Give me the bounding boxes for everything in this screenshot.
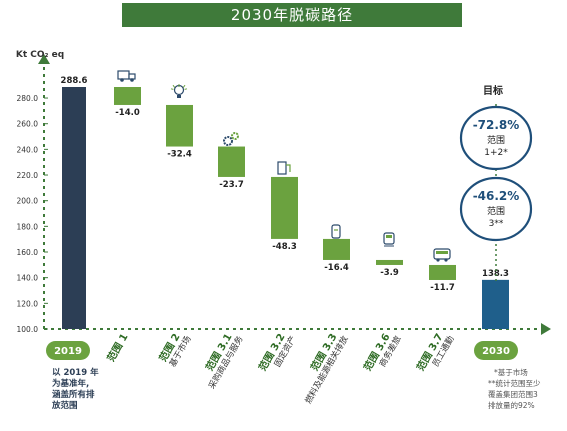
endpoint-year: 2030 — [482, 346, 510, 357]
baseline-year-pill — [46, 341, 90, 360]
gas-tank-icon — [331, 224, 341, 239]
baseline-note: 为基准年, — [52, 378, 89, 389]
target-oval — [459, 105, 533, 171]
y-tick-label: 160.0 — [17, 248, 39, 257]
bar — [114, 87, 141, 105]
data-label: -48.3 — [272, 242, 297, 252]
truck-icon — [117, 70, 136, 82]
target-oval — [459, 176, 533, 242]
footnote-line: *基于市场 — [494, 367, 528, 377]
bar — [429, 264, 456, 280]
y-tick-label: 100.0 — [17, 325, 39, 334]
baseline-year: 2019 — [54, 346, 82, 357]
bar — [376, 259, 403, 265]
data-label: 288.6 — [61, 76, 88, 86]
footnote-line: 覆盖集团范围3 — [488, 389, 538, 399]
fuel-pump-icon — [277, 161, 291, 175]
data-label: -3.9 — [380, 268, 399, 278]
lightbulb-icon — [170, 84, 188, 98]
y-tick-label: 180.0 — [17, 222, 39, 231]
y-tick-label: 260.0 — [17, 120, 39, 129]
gears-icon — [223, 132, 239, 146]
target-percent: -72.8% — [473, 118, 520, 132]
data-label: -14.0 — [115, 108, 140, 118]
train-icon — [383, 232, 395, 247]
x-axis-arrow — [541, 323, 551, 335]
baseline-note: 涵盖所有排 — [52, 389, 95, 400]
y-tick-label: 280.0 — [17, 94, 39, 103]
target-label: 目标 — [483, 84, 503, 97]
category-label: 范围 1 — [104, 331, 130, 364]
endpoint-year-pill — [474, 341, 518, 360]
data-label: -23.7 — [219, 180, 244, 190]
y-tick-label: 120.0 — [17, 299, 39, 308]
y-tick-label: 200.0 — [17, 197, 39, 206]
data-label: -16.4 — [324, 263, 349, 273]
footnote-line: 排放量的92% — [488, 400, 535, 410]
baseline-note: 放范围 — [51, 400, 78, 411]
data-label: -32.4 — [167, 150, 192, 160]
target-scope-value: 1+2* — [484, 148, 508, 158]
target-scope-label: 范围 — [487, 205, 505, 217]
bar — [166, 104, 193, 147]
data-label: -11.7 — [430, 283, 455, 293]
bar — [482, 279, 509, 329]
target-percent: -46.2% — [473, 189, 520, 203]
y-tick-label: 140.0 — [17, 274, 39, 283]
baseline-note: 以 2019 年 — [52, 367, 99, 378]
y-axis-arrow — [38, 54, 50, 64]
y-axis-unit: Kt CO₂ eq — [16, 50, 64, 60]
bar — [271, 176, 298, 239]
y-tick-label: 240.0 — [17, 145, 39, 154]
y-tick-label: 220.0 — [17, 171, 39, 180]
bar — [323, 238, 350, 260]
footnote-line: **统计范围至少 — [488, 378, 541, 388]
bar — [218, 146, 245, 177]
bar — [62, 87, 86, 329]
bus-icon — [433, 248, 451, 262]
target-scope-value: 3** — [489, 219, 504, 229]
chart-title: 2030年脱碳路径 — [122, 3, 462, 27]
data-label: 138.3 — [482, 269, 509, 279]
target-scope-label: 范围 — [487, 134, 505, 146]
